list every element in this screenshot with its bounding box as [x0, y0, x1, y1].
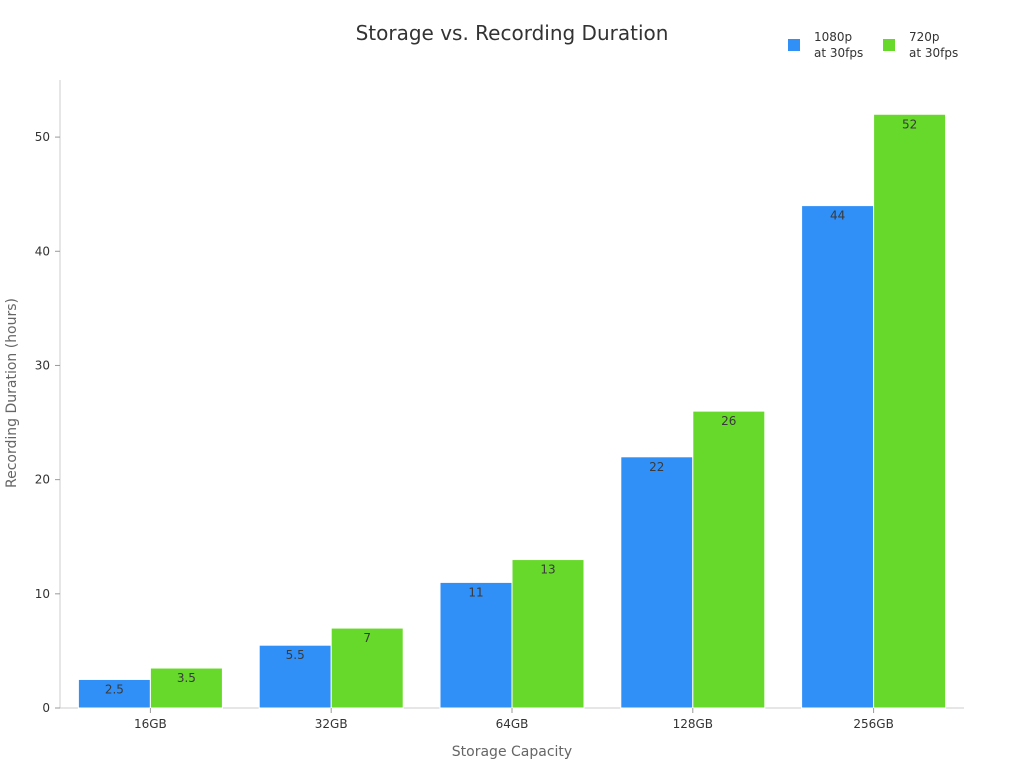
data-label: 2.5	[105, 682, 124, 696]
x-tick-label: 256GB	[853, 717, 893, 731]
legend-swatch	[883, 39, 895, 51]
data-label: 52	[902, 117, 917, 131]
bar	[801, 205, 875, 709]
x-tick-label: 64GB	[496, 717, 529, 731]
bar	[620, 456, 694, 709]
y-tick-label: 10	[35, 587, 50, 601]
legend-swatch	[788, 39, 800, 51]
x-axis-ticks: 16GB 32GB 64GB 128GB 256GB	[134, 708, 894, 731]
data-label: 11	[468, 585, 483, 599]
data-label: 22	[649, 460, 664, 474]
legend: 1080p at 30fps 720p at 30fps	[788, 30, 958, 60]
data-label: 26	[721, 414, 736, 428]
y-axis-ticks: 0 10 20 30 40 50	[35, 130, 60, 715]
bar	[77, 678, 151, 709]
x-tick-label: 32GB	[315, 717, 348, 731]
x-tick-label: 16GB	[134, 717, 167, 731]
x-axis-title: Storage Capacity	[452, 744, 572, 760]
bar	[439, 581, 513, 709]
data-label: 3.5	[177, 671, 196, 685]
bar	[873, 113, 947, 709]
bar	[149, 667, 223, 709]
bars: 2.5 3.5 5.5 7 11 13 22 26 44 52	[77, 113, 947, 709]
data-label: 5.5	[286, 648, 305, 662]
y-tick-label: 20	[35, 473, 50, 487]
y-axis-title: Recording Duration (hours)	[4, 298, 20, 488]
y-tick-label: 30	[35, 358, 50, 372]
legend-label: 720p at 30fps	[909, 30, 958, 60]
legend-label: 1080p at 30fps	[814, 30, 863, 60]
y-tick-label: 40	[35, 244, 50, 258]
data-label: 44	[830, 209, 845, 223]
bar	[692, 410, 766, 709]
bar	[511, 559, 585, 709]
y-tick-label: 0	[42, 701, 50, 715]
x-tick-label: 128GB	[673, 717, 713, 731]
data-label: 13	[540, 563, 555, 577]
y-tick-label: 50	[35, 130, 50, 144]
chart-title: Storage vs. Recording Duration	[356, 21, 669, 45]
bar	[330, 627, 404, 709]
data-label: 7	[363, 631, 371, 645]
